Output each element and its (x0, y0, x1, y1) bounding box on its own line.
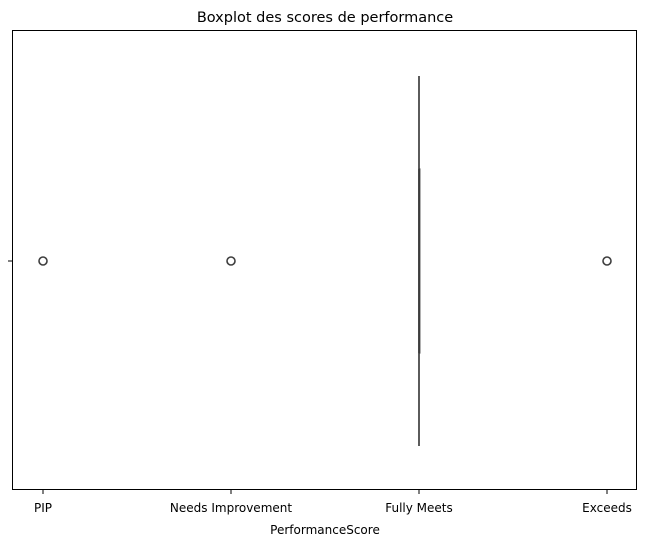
plot-area-frame (12, 30, 637, 490)
outlier-point (602, 256, 612, 266)
x-tick-label: PIP (34, 501, 52, 515)
box-group (418, 76, 421, 446)
outlier-point (38, 256, 48, 266)
chart-title: Boxplot des scores de performance (197, 10, 453, 26)
x-tick-label: Needs Improvement (170, 501, 292, 515)
x-axis-ticks: PIP Needs Improvement Fully Meets Exceeds (34, 489, 632, 515)
x-axis-label: PerformanceScore (270, 523, 380, 537)
outlier-point (226, 256, 236, 266)
outlier-group (38, 256, 612, 266)
x-tick-label: Exceeds (582, 501, 632, 515)
x-tick-label: Fully Meets (385, 501, 453, 515)
